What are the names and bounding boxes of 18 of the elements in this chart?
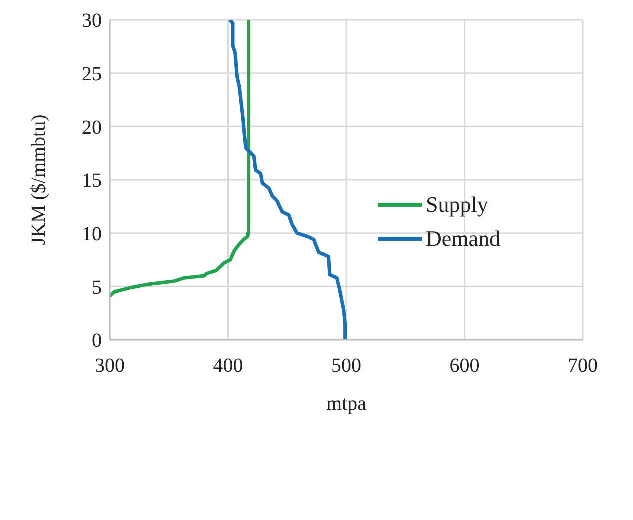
x-tick-label: 300 <box>95 355 125 378</box>
x-tick-label: 500 <box>332 355 362 378</box>
x-tick-label: 600 <box>450 355 480 378</box>
y-axis-title: JKM ($/mmbtu) <box>28 114 50 246</box>
legend-label: Supply <box>426 191 488 219</box>
legend-label: Demand <box>426 225 501 253</box>
y-tick-label: 0 <box>92 330 102 352</box>
y-tick-label: 10 <box>82 223 102 246</box>
x-tick-label: 400 <box>213 355 244 378</box>
x-tick-label: 700 <box>568 355 598 378</box>
y-tick-label: 15 <box>82 170 102 192</box>
y-tick-label: 30 <box>82 10 102 32</box>
line-series <box>110 20 251 298</box>
y-tick-label: 20 <box>82 116 102 139</box>
y-tick-label: 25 <box>82 63 102 86</box>
y-tick-label: 5 <box>92 276 102 299</box>
line-series <box>228 20 348 340</box>
x-axis-title: mtpa <box>326 393 367 415</box>
